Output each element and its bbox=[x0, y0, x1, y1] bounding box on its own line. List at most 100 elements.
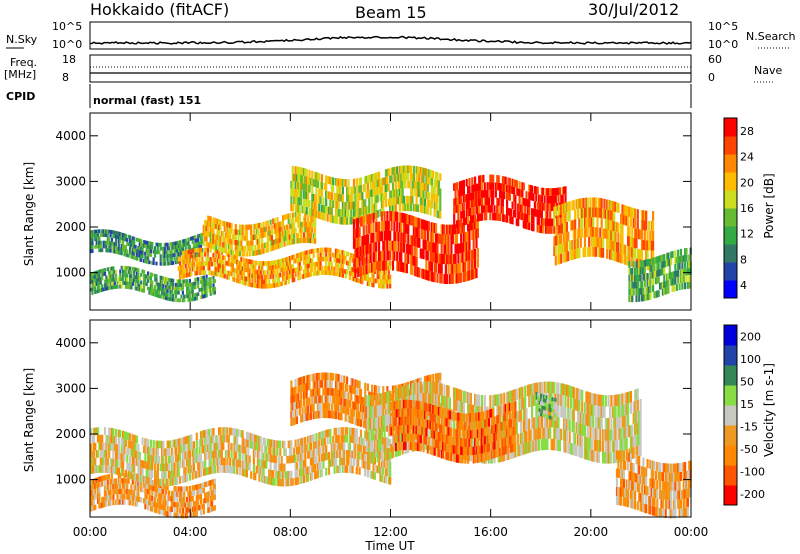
range-cell bbox=[169, 250, 172, 254]
range-cell bbox=[176, 461, 179, 470]
range-cell bbox=[355, 466, 358, 475]
range-cell bbox=[308, 200, 311, 208]
range-cell bbox=[166, 250, 169, 255]
range-cell bbox=[638, 288, 641, 295]
range-cell bbox=[518, 188, 521, 197]
range-cell bbox=[244, 224, 247, 230]
range-cell bbox=[154, 253, 157, 258]
range-cell bbox=[337, 249, 340, 254]
range-cell bbox=[503, 214, 506, 222]
range-cell bbox=[290, 380, 293, 388]
range-cell bbox=[387, 469, 390, 477]
range-cell bbox=[348, 257, 351, 262]
range-cell bbox=[517, 188, 520, 196]
range-cell bbox=[341, 186, 344, 195]
range-cell bbox=[234, 234, 237, 240]
range-cell bbox=[199, 483, 203, 489]
range-cell bbox=[284, 275, 287, 281]
range-cell bbox=[294, 258, 297, 264]
range-cell bbox=[458, 243, 461, 254]
range-cell bbox=[430, 242, 433, 252]
range-cell bbox=[426, 184, 429, 192]
range-cell bbox=[108, 237, 111, 242]
range-cell bbox=[419, 197, 422, 205]
range-cell bbox=[574, 229, 577, 240]
range-cell bbox=[558, 204, 561, 215]
range-cell bbox=[387, 265, 390, 271]
range-cell bbox=[314, 227, 317, 234]
range-cell bbox=[372, 181, 375, 189]
range-cell bbox=[430, 232, 433, 243]
range-cell bbox=[223, 247, 226, 254]
range-cell bbox=[631, 257, 634, 267]
range-cell bbox=[144, 504, 147, 510]
range-cell bbox=[263, 279, 267, 284]
range-cell bbox=[376, 221, 379, 232]
range-cell bbox=[166, 277, 169, 282]
range-cell bbox=[195, 440, 198, 448]
range-cell bbox=[108, 495, 111, 501]
range-cell bbox=[145, 438, 148, 447]
range-cell bbox=[177, 279, 180, 284]
range-cell bbox=[137, 443, 140, 452]
range-cell bbox=[110, 478, 114, 485]
range-cell bbox=[371, 471, 374, 479]
range-cell bbox=[254, 223, 257, 230]
range-cell bbox=[194, 277, 197, 282]
range-cell bbox=[608, 249, 612, 260]
range-cell bbox=[350, 194, 353, 202]
range-cell bbox=[245, 431, 248, 440]
range-cell bbox=[410, 173, 413, 181]
range-cell bbox=[142, 240, 146, 244]
range-cell bbox=[112, 494, 115, 500]
range-cell bbox=[455, 224, 459, 234]
range-cell bbox=[371, 189, 374, 197]
range-cell bbox=[415, 181, 418, 189]
range-cell bbox=[486, 205, 489, 213]
range-cell bbox=[512, 186, 516, 195]
range-cell bbox=[205, 429, 208, 438]
range-cell bbox=[316, 210, 319, 219]
range-cell bbox=[442, 224, 445, 235]
range-cell bbox=[147, 505, 150, 511]
range-cell bbox=[320, 270, 324, 275]
range-cell bbox=[327, 252, 331, 257]
range-cell bbox=[151, 447, 154, 456]
range-cell bbox=[327, 206, 331, 215]
range-cell bbox=[141, 460, 144, 468]
range-cell bbox=[201, 265, 204, 271]
range-cell bbox=[119, 483, 122, 489]
range-cell bbox=[444, 254, 447, 265]
range-cell bbox=[205, 293, 208, 298]
range-cell bbox=[295, 446, 299, 455]
range-cell bbox=[312, 248, 315, 254]
range-cell bbox=[240, 256, 243, 262]
range-cell bbox=[250, 433, 253, 441]
range-cell bbox=[414, 236, 417, 247]
nsearch-tick-top: 10^5 bbox=[708, 20, 738, 33]
range-cell bbox=[282, 271, 285, 277]
range-cell bbox=[166, 289, 169, 293]
range-cell bbox=[355, 436, 358, 444]
range-cell bbox=[170, 282, 173, 287]
range-cell bbox=[198, 288, 201, 292]
range-cell bbox=[115, 277, 118, 282]
range-cell bbox=[140, 497, 143, 503]
range-cell bbox=[305, 176, 308, 185]
range-cell bbox=[229, 222, 232, 229]
range-cell bbox=[322, 270, 325, 275]
station-title: Hokkaido (fitACF) bbox=[90, 0, 229, 19]
range-cell bbox=[674, 257, 677, 264]
range-cell bbox=[180, 502, 183, 508]
range-cell bbox=[238, 245, 242, 252]
range-cell bbox=[320, 454, 324, 462]
range-cell bbox=[161, 463, 164, 472]
range-cell bbox=[433, 272, 436, 283]
range-cell bbox=[251, 269, 254, 274]
range-cell bbox=[305, 232, 308, 238]
range-cell bbox=[352, 458, 356, 466]
range-cell bbox=[169, 495, 172, 502]
range-cell bbox=[172, 501, 175, 507]
range-cell bbox=[159, 254, 162, 259]
range-cell bbox=[226, 427, 229, 435]
